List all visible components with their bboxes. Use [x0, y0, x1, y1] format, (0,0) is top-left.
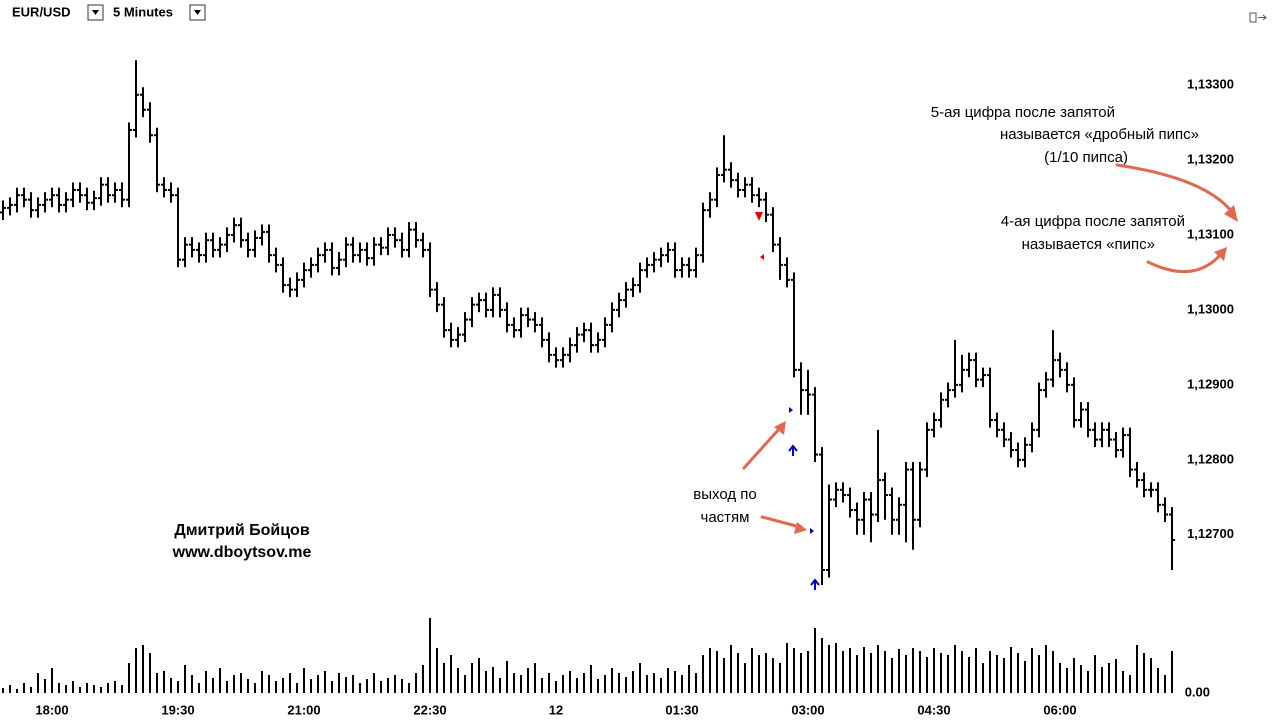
trade-markers — [755, 212, 820, 590]
annotation-arrowheads — [774, 205, 1238, 534]
annotation-text: 4-ая цифра после запятой — [1001, 213, 1185, 230]
annotation-arrows — [742, 163, 1234, 529]
y-tick-label: 1,12800 — [1187, 451, 1234, 466]
x-tick-label: 22:30 — [413, 702, 446, 717]
y-tick-label: 1,13000 — [1187, 301, 1234, 316]
annotation-text: называется «пипс» — [1022, 236, 1155, 253]
settings-icon[interactable] — [1249, 12, 1267, 23]
annotation-text: 5-ая цифра после запятой — [931, 104, 1115, 121]
y-tick-label: 1,13200 — [1187, 151, 1234, 166]
x-tick-label: 01:30 — [665, 702, 698, 717]
y-tick-label: 1,12900 — [1187, 376, 1234, 391]
author-site: www.dboytsov.me — [172, 544, 312, 561]
y-tick-label: 1,13300 — [1187, 76, 1234, 91]
x-tick-label: 04:30 — [917, 702, 950, 717]
author-name: Дмитрий Бойцов — [174, 522, 310, 539]
x-tick-label: 03:00 — [791, 702, 824, 717]
dropdown-icon — [194, 10, 201, 15]
x-tick-label: 18:00 — [35, 702, 68, 717]
annotation-text: частям — [701, 509, 750, 526]
y-tick-label: 1,12700 — [1187, 526, 1234, 541]
timeframe: 5 Minutes — [113, 4, 173, 19]
annotation-text: выход по — [693, 486, 756, 503]
x-tick-label: 19:30 — [161, 702, 194, 717]
symbol: EUR/USD — [12, 4, 71, 19]
dropdown-icon — [92, 10, 99, 15]
x-tick-label: 06:00 — [1043, 702, 1076, 717]
x-tick-label: 21:00 — [287, 702, 320, 717]
volume-tick-label: 0.00 — [1185, 684, 1210, 699]
annotation-text: (1/10 пипса) — [1044, 149, 1128, 166]
x-tick-label: 12 — [549, 702, 563, 717]
y-tick-label: 1,13100 — [1187, 226, 1234, 241]
annotation-text: называется «дробный пипс» — [1000, 126, 1199, 143]
